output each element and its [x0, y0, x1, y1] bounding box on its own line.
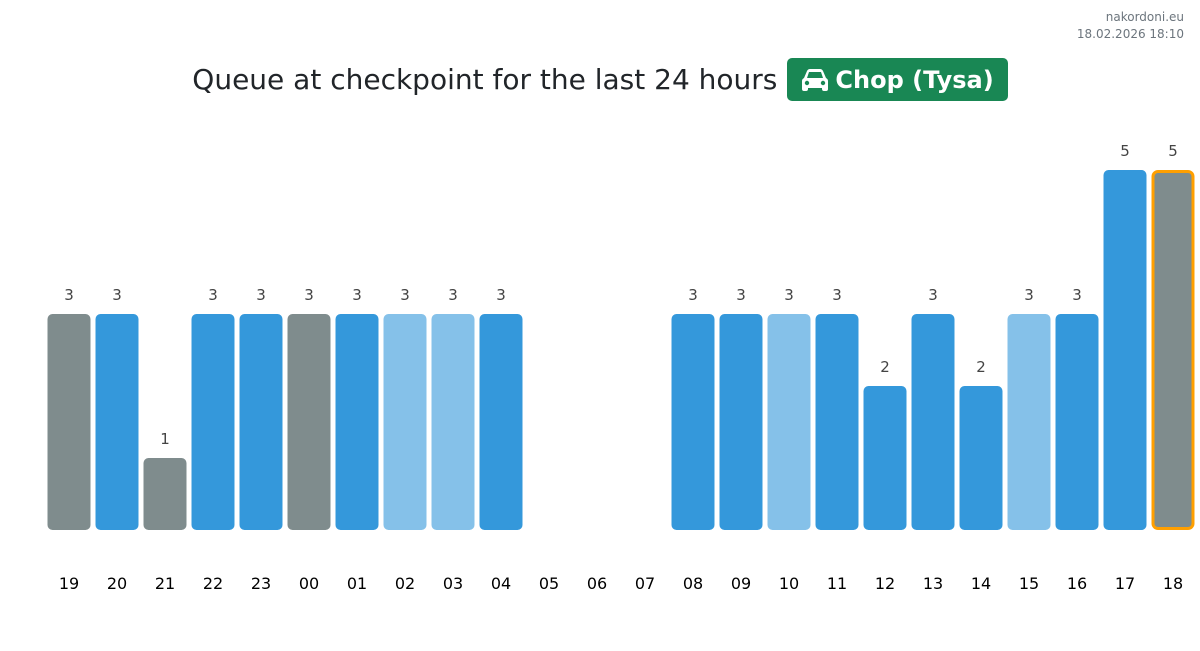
- data-label-04: 3: [496, 286, 506, 304]
- x-tick-label-18: 18: [1163, 574, 1183, 593]
- data-label-11: 3: [832, 286, 842, 304]
- page-title: Queue at checkpoint for the last 24 hour…: [192, 63, 778, 96]
- bar-19[interactable]: [47, 314, 91, 530]
- bar-17[interactable]: [1103, 170, 1147, 530]
- bar-13[interactable]: [911, 314, 955, 530]
- data-label-21: 1: [160, 430, 170, 448]
- data-label-02: 3: [400, 286, 410, 304]
- x-tick-label-11: 11: [827, 574, 847, 593]
- x-tick-label-12: 12: [875, 574, 895, 593]
- x-tick-label-01: 01: [347, 574, 367, 593]
- bar-00[interactable]: [287, 314, 331, 530]
- bar-02[interactable]: [383, 314, 427, 530]
- data-label-08: 3: [688, 286, 698, 304]
- brand: nakordoni.eu 18.02.2026 18:10: [1077, 9, 1184, 43]
- x-tick-label-05: 05: [539, 574, 559, 593]
- bar-09[interactable]: [719, 314, 763, 530]
- site-name: nakordoni.eu: [1105, 10, 1184, 24]
- data-label-20: 3: [112, 286, 122, 304]
- x-tick-label-23: 23: [251, 574, 271, 593]
- x-tick-label-19: 19: [59, 574, 79, 593]
- bar-08[interactable]: [671, 314, 715, 530]
- x-tick-label-17: 17: [1115, 574, 1135, 593]
- bar-14[interactable]: [959, 386, 1003, 530]
- car-icon: [802, 68, 829, 91]
- data-label-16: 3: [1072, 286, 1082, 304]
- data-label-18: 5: [1168, 142, 1178, 160]
- bar-04[interactable]: [479, 314, 523, 530]
- bar-10[interactable]: [767, 314, 811, 530]
- data-label-13: 3: [928, 286, 938, 304]
- bar-20[interactable]: [95, 314, 139, 530]
- bar-21[interactable]: [143, 458, 187, 530]
- bar-15[interactable]: [1007, 314, 1051, 530]
- x-tick-label-09: 09: [731, 574, 751, 593]
- data-label-01: 3: [352, 286, 362, 304]
- data-label-17: 5: [1120, 142, 1130, 160]
- x-tick-label-13: 13: [923, 574, 943, 593]
- data-label-12: 2: [880, 358, 890, 376]
- x-tick-label-10: 10: [779, 574, 799, 593]
- data-label-03: 3: [448, 286, 458, 304]
- data-label-00: 3: [304, 286, 314, 304]
- x-tick-label-07: 07: [635, 574, 655, 593]
- data-label-09: 3: [736, 286, 746, 304]
- data-label-19: 3: [64, 286, 74, 304]
- x-tick-label-06: 06: [587, 574, 607, 593]
- data-label-14: 2: [976, 358, 986, 376]
- x-tick-label-20: 20: [107, 574, 127, 593]
- bar-01[interactable]: [335, 314, 379, 530]
- x-tick-label-14: 14: [971, 574, 991, 593]
- x-tick-label-15: 15: [1019, 574, 1039, 593]
- data-label-15: 3: [1024, 286, 1034, 304]
- bar-18[interactable]: [1151, 170, 1195, 530]
- x-tick-label-04: 04: [491, 574, 511, 593]
- x-tick-label-03: 03: [443, 574, 463, 593]
- x-tick-label-21: 21: [155, 574, 175, 593]
- data-label-23: 3: [256, 286, 266, 304]
- x-tick-label-16: 16: [1067, 574, 1087, 593]
- timestamp: 18.02.2026 18:10: [1076, 27, 1184, 41]
- bar-03[interactable]: [431, 314, 475, 530]
- x-tick-label-02: 02: [395, 574, 415, 593]
- x-tick-label-22: 22: [203, 574, 223, 593]
- chart-header: Queue at checkpoint for the last 24 hour…: [0, 58, 1200, 101]
- bar-12[interactable]: [863, 386, 907, 530]
- bar-11[interactable]: [815, 314, 859, 530]
- checkpoint-name: Chop (Tysa): [835, 65, 994, 94]
- bar-16[interactable]: [1055, 314, 1099, 530]
- bar-23[interactable]: [239, 314, 283, 530]
- x-tick-label-08: 08: [683, 574, 703, 593]
- data-label-22: 3: [208, 286, 218, 304]
- bar-22[interactable]: [191, 314, 235, 530]
- checkpoint-badge[interactable]: Chop (Tysa): [787, 58, 1008, 101]
- data-label-10: 3: [784, 286, 794, 304]
- x-tick-label-00: 00: [299, 574, 319, 593]
